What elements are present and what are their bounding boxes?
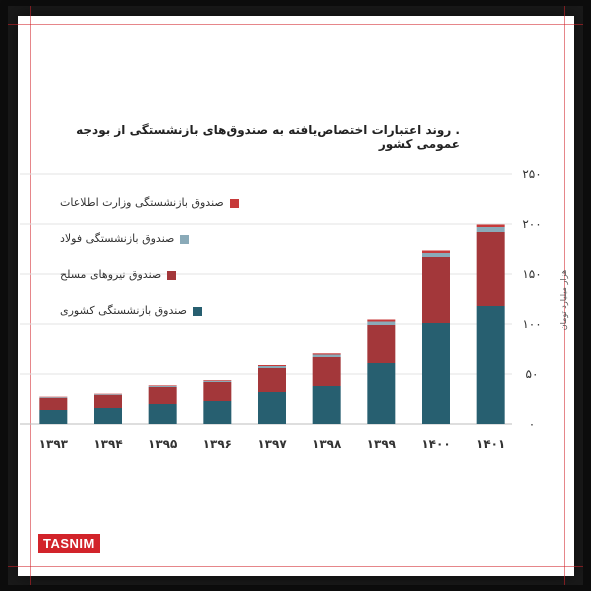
bar-4-series-1 [258, 368, 286, 392]
legend-label-0: صندوق بازنشستگی کشوری [60, 304, 187, 317]
bar-7-series-2 [422, 253, 450, 257]
bar-1-series-1 [94, 395, 122, 408]
bar-6-series-3 [367, 319, 396, 322]
bar-4-series-3 [258, 365, 286, 366]
logo-brand: TASNIM [38, 534, 100, 553]
bar-8-series-0 [476, 306, 505, 424]
y-tick-label-1: ۵۰ [526, 367, 539, 381]
bar-5-series-1 [312, 357, 341, 386]
bar-1-series-3 [94, 393, 122, 395]
legend-item-1: صندوق نیروهای مسلح [60, 268, 177, 281]
bar-0-series-1 [39, 398, 68, 410]
x-tick-labels: ۱۳۹۳ ۱۳۹۴ ۱۳۹۵ ۱۳۹۶ ۱۳۹۷ ۱۳۹۸ ۱۳۹۹ ۱۴۰۰ ۱۴۰۱ [39, 437, 506, 451]
bar-2-series-0 [148, 404, 177, 424]
bar-3-series-0 [203, 401, 232, 424]
bar-5-series-3 [312, 353, 341, 355]
tasnim-logo: TASNIM NEWS [38, 534, 141, 553]
decor-line-bottom [8, 566, 583, 567]
decor-line-top [8, 24, 583, 25]
bar-3-series-1 [203, 382, 232, 401]
legend-swatch-0 [192, 306, 202, 316]
x-tick-label-1: ۱۳۹۴ [93, 437, 122, 451]
legend-item-0: صندوق بازنشستگی کشوری [60, 304, 202, 317]
legend-label-3: صندوق بازنشستگی وزارت اطلاعات [60, 196, 224, 209]
legend-item-3: صندوق بازنشستگی وزارت اطلاعات [60, 196, 239, 209]
y-tick-label-4: ۲۰۰ [522, 217, 541, 231]
bar-6-series-1 [367, 325, 396, 363]
bar-4-series-2 [258, 366, 286, 368]
bar-8-series-1 [476, 232, 505, 306]
bar-2-series-1 [148, 387, 177, 404]
legend-swatch-1 [167, 270, 177, 280]
y-tick-label-3: ۱۵۰ [522, 267, 541, 281]
x-tick-label-3: ۱۳۹۶ [203, 437, 232, 451]
legend-item-2: صندوق بازنشستگی فولاد [60, 232, 190, 245]
bar-7-series-3 [422, 250, 450, 253]
logo-suffix: NEWS [101, 536, 141, 551]
x-tick-label-7: ۱۴۰۰ [421, 437, 450, 451]
x-tick-label-6: ۱۳۹۹ [367, 437, 397, 451]
y-tick-label-2: ۱۰۰ [522, 317, 541, 331]
bar-6-series-2 [367, 321, 396, 325]
bar-2-series-2 [148, 386, 177, 387]
bar-8-series-3 [476, 224, 505, 227]
bar-5-series-0 [312, 386, 341, 424]
bar-6-series-0 [367, 363, 396, 424]
bar-0-series-3 [39, 396, 68, 398]
y-tick-label-5: ۲۵۰ [522, 167, 541, 181]
bar-7-series-0 [422, 323, 450, 424]
bar-3-series-3 [203, 380, 232, 381]
y-tick-labels: ۰ ۵۰ ۱۰۰ ۱۵۰ ۲۰۰ ۲۵۰ [522, 167, 541, 431]
bar-4-series-0 [258, 392, 286, 424]
x-tick-label-5: ۱۳۹۸ [312, 437, 342, 451]
bar-0-series-0 [39, 410, 68, 424]
x-tick-label-8: ۱۴۰۱ [476, 437, 505, 451]
chart-title: . روند اعتبارات اختصاص‌یافته به صندوق‌ها… [76, 123, 460, 151]
bar-1-series-0 [94, 408, 122, 424]
decor-line-right [564, 6, 565, 585]
bar-5-series-2 [312, 354, 341, 357]
bar-2-series-3 [148, 385, 177, 386]
bar-3-series-2 [203, 380, 232, 382]
x-tick-label-2: ۱۳۹۵ [148, 437, 177, 451]
decor-line-left [30, 6, 31, 585]
bar-8-series-2 [476, 227, 505, 232]
bars [39, 224, 505, 424]
y-tick-label-0: ۰ [529, 417, 535, 431]
y-axis-label: هزار میلیارد تومان [559, 270, 568, 330]
x-tick-label-0: ۱۳۹۳ [39, 437, 69, 451]
legend-label-1: صندوق نیروهای مسلح [60, 268, 162, 281]
bar-1-series-2 [94, 394, 122, 395]
legend-swatch-3 [229, 198, 239, 208]
legend-swatch-2 [180, 234, 190, 244]
bar-7-series-1 [422, 257, 450, 323]
x-tick-label-4: ۱۳۹۷ [257, 437, 287, 451]
bar-0-series-2 [39, 397, 68, 398]
legend-label-2: صندوق بازنشستگی فولاد [60, 232, 175, 245]
